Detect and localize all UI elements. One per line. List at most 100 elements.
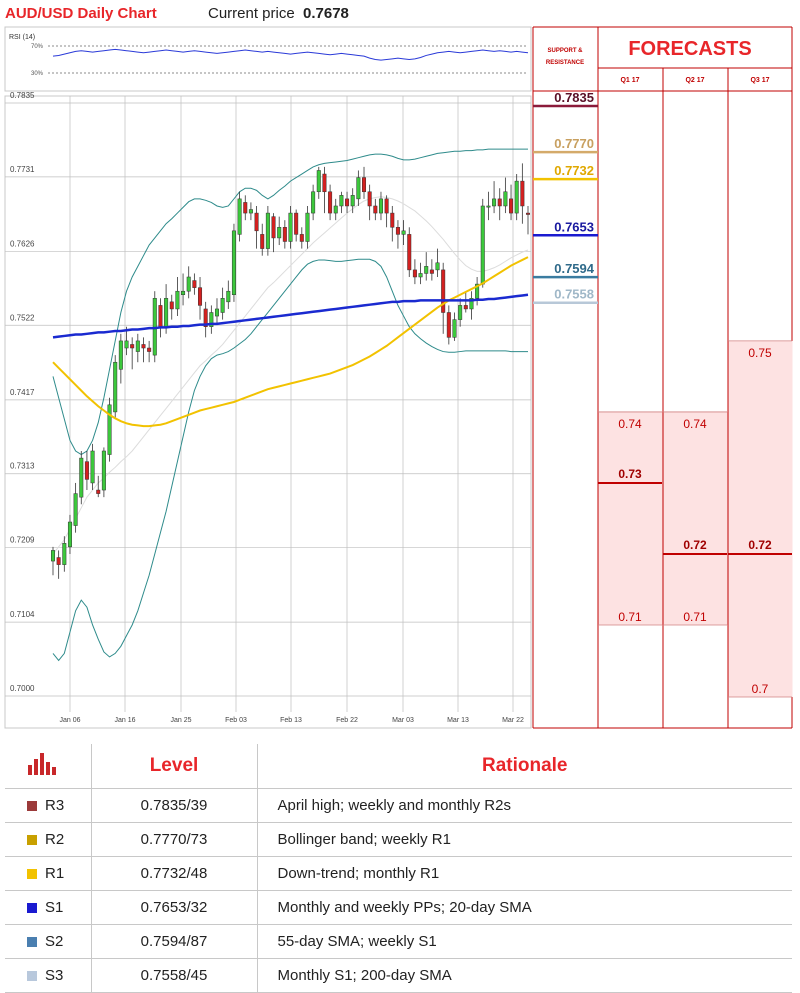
- candle: [492, 181, 497, 214]
- candle-body: [158, 305, 163, 327]
- rationale-column-header: Rationale: [257, 744, 792, 789]
- candle: [141, 337, 146, 363]
- level-swatch: [27, 869, 37, 879]
- candle: [282, 220, 287, 249]
- candle: [243, 195, 248, 221]
- level-rationale: Monthly and weekly PPs; 20-day SMA: [257, 890, 792, 925]
- candle-body: [135, 340, 140, 352]
- candle-body: [231, 230, 236, 295]
- candle: [328, 184, 333, 221]
- rsi-level-70: 70%: [31, 44, 44, 50]
- x-tick-label: Feb 22: [336, 717, 358, 724]
- candle-body: [164, 298, 169, 327]
- candle-body: [395, 227, 400, 235]
- y-tick-label: 0.7522: [10, 313, 35, 322]
- candle-body: [407, 234, 412, 271]
- levels-table-row: S2 0.7594/87 55-day SMA; weekly S1: [5, 924, 792, 959]
- candle-body: [401, 230, 406, 235]
- quarter-label: Q1 17: [620, 77, 639, 84]
- level-value: 0.7732/48: [91, 856, 258, 891]
- level-rationale: April high; weekly and monthly R2s: [257, 788, 792, 823]
- candle: [231, 223, 236, 302]
- x-tick-label: Jan 16: [114, 717, 135, 724]
- candle-body: [96, 489, 101, 494]
- candle: [373, 198, 378, 221]
- candle: [367, 184, 372, 221]
- candle-body: [441, 269, 446, 313]
- candle: [350, 188, 355, 214]
- forecast-mid: 0.73: [618, 467, 642, 481]
- levels-table-row: R1 0.7732/48 Down-trend; monthly R1: [5, 856, 792, 891]
- candle-body: [56, 557, 61, 565]
- candle-body: [175, 290, 180, 310]
- candle: [73, 482, 78, 533]
- chart-area: RSI (14) 70% 30% 0.7835 0.7731 0.7626 0.752…: [4, 26, 793, 729]
- x-tick-label: Mar 22: [502, 717, 524, 724]
- candle-body: [367, 191, 372, 207]
- candle: [248, 202, 253, 221]
- x-tick-label: Feb 13: [280, 717, 302, 724]
- forecasts-title: FORECASTS: [628, 38, 751, 60]
- candle-body: [350, 195, 355, 207]
- candle-body: [294, 212, 299, 235]
- level-value: 0.7653/32: [91, 890, 258, 925]
- rsi-panel: [4, 26, 532, 92]
- candle: [186, 266, 191, 299]
- candle: [90, 443, 95, 491]
- candle-body: [503, 191, 508, 207]
- candle: [305, 205, 310, 249]
- candle-body: [73, 493, 78, 526]
- candle-body: [463, 305, 468, 310]
- candle-body: [282, 227, 287, 242]
- candle: [356, 170, 361, 206]
- candle-body: [130, 344, 135, 349]
- candle: [339, 191, 344, 214]
- forecast-range: [598, 411, 663, 625]
- candle-body: [254, 212, 259, 232]
- levels-table-row: S1 0.7653/32 Monthly and weekly PPs; 20-da…: [5, 890, 792, 925]
- level-name: S3: [5, 958, 92, 993]
- candle: [429, 259, 434, 281]
- candle-body: [328, 191, 333, 214]
- current-price-label: Current price: [208, 5, 295, 22]
- candle-body: [62, 543, 67, 565]
- candle: [345, 191, 350, 214]
- candle: [192, 273, 197, 295]
- candle: [130, 337, 135, 370]
- bollinger-lower-line: [52, 258, 528, 662]
- candle-body: [452, 319, 457, 338]
- level-name: R2: [5, 822, 92, 857]
- candle-body: [181, 290, 186, 295]
- candle-body: [113, 361, 118, 413]
- candle-body: [288, 212, 293, 242]
- candle: [469, 291, 474, 320]
- candle-body: [84, 461, 89, 480]
- candle-body: [316, 170, 321, 193]
- level-name: S2: [5, 924, 92, 959]
- candle: [311, 184, 316, 221]
- candle: [254, 205, 259, 249]
- chart-title: AUD/USD Daily Chart: [5, 5, 157, 22]
- candle: [480, 198, 485, 288]
- candle: [299, 227, 304, 249]
- y-tick-label: 0.7626: [10, 239, 35, 248]
- sr-level-value: 0.7770: [554, 136, 594, 151]
- levels-table-header: Level Rationale: [5, 744, 792, 789]
- candle: [395, 220, 400, 249]
- y-tick-label: 0.7417: [10, 388, 35, 397]
- candle: [322, 166, 327, 214]
- x-tick-label: Feb 03: [225, 717, 247, 724]
- candle: [378, 191, 383, 221]
- candle-body: [429, 269, 434, 274]
- current-price-value: 0.7678: [303, 5, 349, 22]
- candle-body: [271, 216, 276, 239]
- x-tick-label: Mar 13: [447, 717, 469, 724]
- candle-body: [322, 173, 327, 193]
- candle: [214, 298, 219, 324]
- candle-body: [67, 521, 72, 548]
- candle: [175, 276, 180, 317]
- level-swatch: [27, 801, 37, 811]
- candle-body: [192, 280, 197, 288]
- y-tick-label: 0.7000: [10, 684, 35, 693]
- level-value: 0.7558/45: [91, 958, 258, 993]
